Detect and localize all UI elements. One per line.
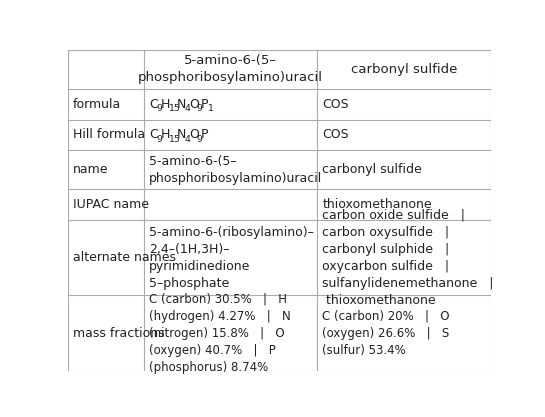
Text: O: O <box>189 128 199 141</box>
Text: COS: COS <box>323 128 349 141</box>
Text: carbon oxide sulfide   |
carbon oxysulfide   |
carbonyl sulphide   |
oxycarbon s: carbon oxide sulfide | carbon oxysulfide… <box>323 208 494 306</box>
Text: 9: 9 <box>197 104 202 113</box>
Text: 4: 4 <box>184 135 190 143</box>
Text: 9: 9 <box>156 135 162 143</box>
Text: P: P <box>201 128 209 141</box>
Text: C (carbon) 20%   |   O
(oxygen) 26.6%   |   S
(sulfur) 53.4%: C (carbon) 20% | O (oxygen) 26.6% | S (s… <box>323 310 450 357</box>
Text: C (carbon) 30.5%   |   H
(hydrogen) 4.27%   |   N
(nitrogen) 15.8%   |   O
(oxyg: C (carbon) 30.5% | H (hydrogen) 4.27% | … <box>149 293 291 374</box>
Text: 5-amino-6-(5–
phosphoribosylamino)uracil: 5-amino-6-(5– phosphoribosylamino)uracil <box>138 55 323 85</box>
Text: alternate names: alternate names <box>73 251 176 264</box>
Text: P: P <box>201 98 209 111</box>
Text: O: O <box>189 98 199 111</box>
Text: 15: 15 <box>168 104 180 113</box>
Text: N: N <box>177 128 186 141</box>
Text: thioxomethanone: thioxomethanone <box>323 198 432 211</box>
Text: 9: 9 <box>156 104 162 113</box>
Text: carbonyl sulfide: carbonyl sulfide <box>323 163 422 176</box>
Text: formula: formula <box>73 98 122 111</box>
Text: name: name <box>73 163 108 176</box>
Text: mass fractions: mass fractions <box>73 327 165 340</box>
Text: Hill formula: Hill formula <box>73 128 146 141</box>
Text: IUPAC name: IUPAC name <box>73 198 149 211</box>
Text: N: N <box>177 98 186 111</box>
Text: H: H <box>161 128 170 141</box>
Text: 5-amino-6-(ribosylamino)–
2,4–(1H,3H)–
pyrimidinedione
5–phosphate: 5-amino-6-(ribosylamino)– 2,4–(1H,3H)– p… <box>149 226 314 290</box>
Text: H: H <box>161 98 170 111</box>
Text: carbonyl sulfide: carbonyl sulfide <box>351 63 457 76</box>
Text: C: C <box>149 98 158 111</box>
Text: 4: 4 <box>184 104 190 113</box>
Text: COS: COS <box>323 98 349 111</box>
Text: 1: 1 <box>207 104 213 113</box>
Text: C: C <box>149 128 158 141</box>
Text: 15: 15 <box>168 135 180 143</box>
Text: 5-amino-6-(5–
phosphoribosylamino)uracil: 5-amino-6-(5– phosphoribosylamino)uracil <box>149 155 323 185</box>
Text: 9: 9 <box>197 135 202 143</box>
